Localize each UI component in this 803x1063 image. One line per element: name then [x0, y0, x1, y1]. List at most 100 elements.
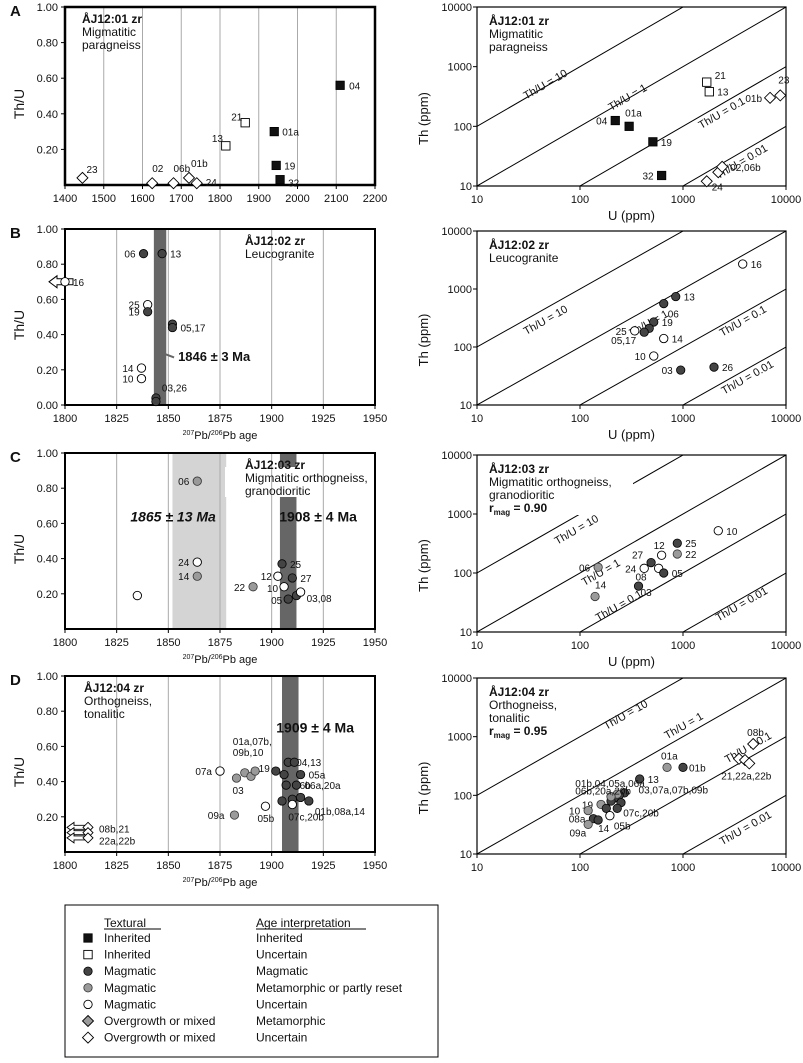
point-label: 24	[178, 558, 190, 569]
ratio-line-label: Th/U = 10	[522, 67, 570, 102]
data-point	[248, 582, 258, 592]
sample-title: ÅJ12:01 zr	[489, 13, 549, 28]
point-label: 13	[717, 88, 729, 99]
point-label: 19	[582, 800, 594, 811]
ratio-line	[681, 572, 786, 632]
data-point	[657, 170, 667, 181]
data-point	[146, 177, 159, 190]
data-point	[662, 762, 672, 772]
data-point	[289, 757, 299, 767]
plot-frame	[476, 677, 787, 855]
legend-textural: Magmatic	[104, 981, 156, 995]
point-label: 09a	[569, 828, 586, 839]
tick-label: 0.80	[37, 38, 58, 50]
point-label: 22a,22b	[99, 837, 136, 848]
point-label: 05b	[257, 814, 274, 825]
legend-textural: Inherited	[104, 931, 151, 945]
ratio-line	[477, 678, 786, 854]
tick-label: 0.20	[37, 812, 58, 824]
ratio-line	[477, 455, 786, 632]
point-label: 06b	[294, 781, 311, 792]
rmag-label: rmag = 0.95	[489, 724, 547, 740]
data-point	[601, 803, 611, 813]
ratio-line	[681, 346, 786, 405]
tick-label: 1000	[671, 862, 695, 874]
data-point	[182, 171, 196, 185]
data-point	[275, 175, 285, 185]
data-point	[132, 590, 142, 601]
point-label: 14	[672, 335, 684, 346]
sample-subtitle: Orthogneiss,	[489, 698, 557, 712]
tick-label: 0.60	[37, 294, 58, 306]
point-label: 03	[662, 366, 674, 377]
data-point	[713, 526, 723, 536]
data-point	[269, 127, 279, 137]
tick-label: 1950	[363, 860, 387, 872]
point-label: 04	[596, 117, 608, 128]
point-label: 01b,08a,14	[315, 807, 365, 818]
data-point	[81, 1031, 95, 1044]
data-point	[659, 299, 669, 309]
sample-subtitle: Migmatitic	[82, 25, 136, 39]
tick-label: 100	[571, 413, 589, 425]
point-label: 24	[206, 178, 218, 189]
point-label: 05,17	[611, 336, 636, 347]
point-label: 06	[178, 477, 190, 488]
point-label: 21	[715, 71, 727, 82]
point-label: 10	[635, 352, 647, 363]
data-point	[612, 803, 622, 813]
tick-label: 1875	[208, 637, 232, 649]
tick-label: 1800	[53, 860, 77, 872]
point-label: 08a	[569, 815, 586, 826]
plot-frame	[476, 230, 787, 406]
point-label: 01a,07b,	[233, 737, 272, 748]
sample-title: ÅJ12:01 zr	[82, 11, 142, 26]
data-point	[646, 558, 656, 568]
data-point	[82, 832, 94, 844]
data-point	[83, 966, 93, 976]
tick-label: 1800	[208, 193, 232, 205]
ratio-line	[579, 66, 786, 186]
x-axis-label: 207Pb/206Pb age	[183, 430, 258, 442]
ratio-line-label: Th/U = 0.1	[718, 304, 769, 340]
tick-label: 0.60	[37, 73, 58, 85]
point-label: 27	[300, 574, 312, 585]
legend-textural: Overgrowth or mixed	[104, 1014, 215, 1028]
age-pointer	[159, 351, 175, 359]
tick-label: 10	[460, 400, 472, 412]
point-label: 13	[648, 775, 660, 786]
tick-label: 1850	[156, 637, 180, 649]
ratio-line-label: Th/U = 10	[602, 698, 650, 732]
tick-label: 2200	[363, 193, 387, 205]
tick-label: 0.40	[37, 554, 58, 566]
age-label: 1909 ± 4 Ma	[276, 719, 354, 735]
point-label: 25	[616, 327, 628, 338]
data-point	[83, 933, 93, 943]
tick-label: 1.00	[37, 224, 58, 236]
data-point	[271, 766, 281, 776]
legend-item: Overgrowth or mixed Metamorphic	[81, 1014, 325, 1028]
ratio-lines	[477, 7, 786, 186]
tick-label: 0.80	[37, 483, 58, 495]
tick-label: 1950	[363, 637, 387, 649]
tick-label: 10000	[771, 640, 802, 652]
ratio-line	[681, 794, 786, 854]
point-label: 22	[685, 550, 697, 561]
tick-label: 100	[454, 790, 472, 802]
data-point	[136, 363, 147, 373]
point-label: 19	[662, 318, 674, 329]
legend-textural: Magmatic	[104, 964, 156, 978]
tick-label: 1700	[169, 193, 193, 205]
y-axis-label: Th (ppm)	[416, 762, 431, 815]
tick-label: 1.00	[37, 2, 58, 14]
data-point	[700, 175, 713, 188]
point-label: 01b	[689, 763, 706, 774]
data-point	[678, 762, 688, 772]
data-point	[215, 766, 225, 776]
point-label: 07a	[195, 767, 212, 778]
data-point	[738, 259, 748, 269]
tick-label: 1800	[53, 413, 77, 425]
tick-label: 0.80	[37, 706, 58, 718]
